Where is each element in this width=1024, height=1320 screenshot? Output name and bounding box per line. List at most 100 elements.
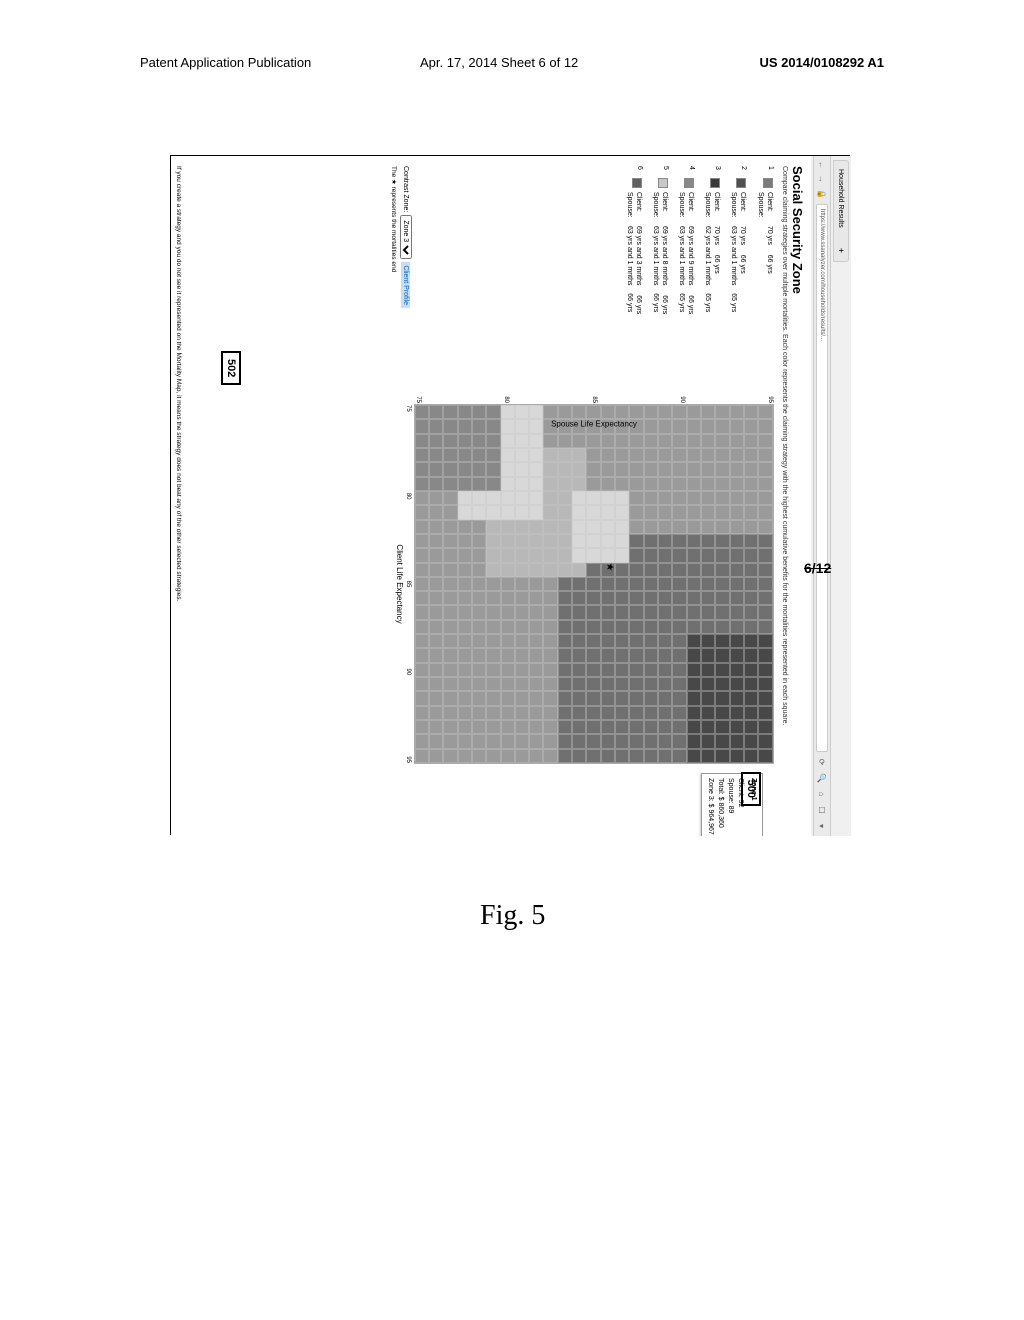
- heatmap-cell[interactable]: [515, 749, 529, 763]
- heatmap-cell[interactable]: [644, 563, 658, 577]
- heatmap-cell[interactable]: [515, 577, 529, 591]
- heatmap-cell[interactable]: [443, 577, 457, 591]
- heatmap-cell[interactable]: [758, 591, 772, 605]
- heatmap-cell[interactable]: [701, 434, 715, 448]
- heatmap-cell[interactable]: [687, 434, 701, 448]
- heatmap-cell[interactable]: [443, 405, 457, 419]
- heatmap-cell[interactable]: [744, 563, 758, 577]
- heatmap-cell[interactable]: [458, 691, 472, 705]
- heatmap-cell[interactable]: [644, 448, 658, 462]
- heatmap-cell[interactable]: [730, 734, 744, 748]
- heatmap-cell[interactable]: [658, 734, 672, 748]
- heatmap-cell[interactable]: [572, 448, 586, 462]
- heatmap-cell[interactable]: [615, 462, 629, 476]
- heatmap-cell[interactable]: [515, 462, 529, 476]
- heatmap-cell[interactable]: [515, 534, 529, 548]
- heatmap-cell[interactable]: [644, 634, 658, 648]
- heatmap-cell[interactable]: [586, 534, 600, 548]
- heatmap-cell[interactable]: [701, 462, 715, 476]
- heatmap-cell[interactable]: [644, 477, 658, 491]
- heatmap-cell[interactable]: [472, 706, 486, 720]
- heatmap-cell[interactable]: [658, 720, 672, 734]
- heatmap-cell[interactable]: [544, 434, 558, 448]
- heatmap-cell[interactable]: [687, 448, 701, 462]
- heatmap-cell[interactable]: [701, 620, 715, 634]
- heatmap-cell[interactable]: [672, 720, 686, 734]
- heatmap-cell[interactable]: [586, 734, 600, 748]
- heatmap-cell[interactable]: [672, 462, 686, 476]
- heatmap-cell[interactable]: [458, 663, 472, 677]
- heatmap-cell[interactable]: [658, 605, 672, 619]
- heatmap-cell[interactable]: [586, 605, 600, 619]
- heatmap-cell[interactable]: [429, 749, 443, 763]
- heatmap-cell[interactable]: [486, 677, 500, 691]
- heatmap-cell[interactable]: [687, 620, 701, 634]
- heatmap-cell[interactable]: [415, 591, 429, 605]
- heatmap-cell[interactable]: [501, 648, 515, 662]
- heatmap-cell[interactable]: [472, 419, 486, 433]
- heatmap-cell[interactable]: [429, 663, 443, 677]
- heatmap-cell[interactable]: [415, 491, 429, 505]
- heatmap-cell[interactable]: [687, 720, 701, 734]
- heatmap-cell[interactable]: [572, 548, 586, 562]
- heatmap-cell[interactable]: [458, 749, 472, 763]
- heatmap-cell[interactable]: [629, 706, 643, 720]
- heatmap-cell[interactable]: [730, 648, 744, 662]
- heatmap-cell[interactable]: [744, 434, 758, 448]
- heatmap-cell[interactable]: [429, 577, 443, 591]
- heatmap-cell[interactable]: [458, 448, 472, 462]
- heatmap-cell[interactable]: [572, 477, 586, 491]
- home-icon[interactable]: ⌂: [816, 788, 828, 800]
- heatmap-cell[interactable]: [672, 520, 686, 534]
- heatmap-cell[interactable]: [715, 520, 729, 534]
- heatmap-cell[interactable]: [501, 591, 515, 605]
- heatmap-cell[interactable]: [658, 648, 672, 662]
- heatmap-cell[interactable]: [458, 505, 472, 519]
- heatmap-cell[interactable]: [415, 720, 429, 734]
- heatmap-cell[interactable]: [672, 548, 686, 562]
- heatmap-cell[interactable]: [601, 620, 615, 634]
- heatmap-cell[interactable]: [687, 534, 701, 548]
- heatmap-cell[interactable]: [586, 405, 600, 419]
- heatmap-cell[interactable]: [744, 491, 758, 505]
- heatmap-cell[interactable]: [486, 706, 500, 720]
- heatmap-cell[interactable]: [715, 534, 729, 548]
- heatmap-cell[interactable]: [429, 405, 443, 419]
- heatmap-cell[interactable]: [529, 620, 543, 634]
- heatmap-cell[interactable]: [486, 620, 500, 634]
- heatmap-cell[interactable]: [458, 462, 472, 476]
- heatmap-cell[interactable]: [501, 563, 515, 577]
- heatmap-cell[interactable]: [529, 677, 543, 691]
- heatmap-cell[interactable]: [486, 720, 500, 734]
- heatmap-cell[interactable]: [486, 462, 500, 476]
- heatmap-cell[interactable]: [644, 548, 658, 562]
- heatmap-cell[interactable]: [415, 563, 429, 577]
- heatmap-cell[interactable]: [730, 434, 744, 448]
- heatmap-cell[interactable]: [486, 491, 500, 505]
- heatmap-cell[interactable]: [658, 634, 672, 648]
- heatmap-cell[interactable]: [501, 720, 515, 734]
- heatmap-cell[interactable]: [486, 663, 500, 677]
- heatmap-cell[interactable]: [615, 491, 629, 505]
- mortality-heatmap[interactable]: Spouse Life Expectancy Client Life Expec…: [414, 404, 774, 764]
- heatmap-cell[interactable]: [486, 477, 500, 491]
- heatmap-cell[interactable]: [529, 405, 543, 419]
- heatmap-cell[interactable]: [687, 405, 701, 419]
- heatmap-cell[interactable]: [544, 462, 558, 476]
- heatmap-cell[interactable]: [687, 548, 701, 562]
- heatmap-cell[interactable]: [615, 749, 629, 763]
- heatmap-cell[interactable]: [586, 620, 600, 634]
- heatmap-cell[interactable]: [730, 520, 744, 534]
- heatmap-cell[interactable]: [486, 520, 500, 534]
- heatmap-cell[interactable]: [501, 434, 515, 448]
- heatmap-cell[interactable]: [687, 605, 701, 619]
- heatmap-cell[interactable]: [443, 734, 457, 748]
- heatmap-cell[interactable]: [501, 534, 515, 548]
- heatmap-cell[interactable]: [558, 749, 572, 763]
- heatmap-cell[interactable]: [558, 663, 572, 677]
- heatmap-cell[interactable]: [672, 605, 686, 619]
- heatmap-cell[interactable]: [715, 720, 729, 734]
- heatmap-cell[interactable]: [658, 577, 672, 591]
- heatmap-cell[interactable]: [715, 749, 729, 763]
- heatmap-cell[interactable]: [544, 720, 558, 734]
